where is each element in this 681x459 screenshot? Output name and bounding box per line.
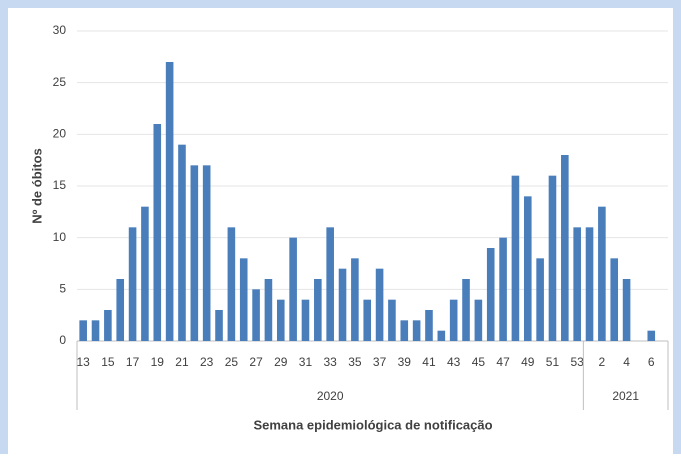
bar <box>536 258 544 341</box>
x-tick-label: 13 <box>76 355 90 369</box>
chart-area <box>8 8 673 454</box>
bar <box>227 227 236 341</box>
bar <box>462 279 470 341</box>
bar <box>202 165 211 341</box>
bar <box>548 175 557 341</box>
y-tick-label: 0 <box>59 333 66 347</box>
bar <box>622 279 631 341</box>
x-tick-label: 15 <box>101 355 115 369</box>
bar <box>215 310 223 341</box>
x-tick-label: 51 <box>546 355 560 369</box>
x-tick-label: 2 <box>599 355 606 369</box>
group-label: 2020 <box>317 389 344 403</box>
bar <box>239 258 248 341</box>
y-tick-label: 30 <box>53 23 67 37</box>
x-tick-label: 35 <box>348 355 362 369</box>
x-tick-label: 47 <box>496 355 510 369</box>
bar <box>573 227 581 341</box>
bar <box>598 206 606 341</box>
x-tick-label: 43 <box>447 355 461 369</box>
bar <box>375 268 384 341</box>
y-tick-label: 25 <box>53 75 67 89</box>
bar <box>561 155 569 341</box>
bar <box>141 206 149 341</box>
bar <box>165 62 174 341</box>
x-tick-label: 45 <box>472 355 486 369</box>
x-tick-label: 49 <box>521 355 535 369</box>
x-tick-label: 4 <box>623 355 630 369</box>
y-axis-title: Nº de óbitos <box>29 148 44 224</box>
y-tick-label: 20 <box>53 127 67 141</box>
bar <box>425 310 433 341</box>
group-label: 2021 <box>612 389 639 403</box>
bar <box>400 320 409 341</box>
bar <box>338 268 347 341</box>
x-tick-label: 29 <box>274 355 288 369</box>
bar <box>610 258 619 341</box>
bar <box>437 330 446 341</box>
bar <box>326 227 334 341</box>
bar <box>301 299 310 341</box>
bar <box>79 320 87 341</box>
bar <box>252 289 260 341</box>
bar <box>511 175 520 341</box>
y-tick-label: 5 <box>59 282 66 296</box>
bar <box>388 299 396 341</box>
x-tick-label: 39 <box>398 355 412 369</box>
x-tick-label: 17 <box>126 355 140 369</box>
x-tick-label: 37 <box>373 355 387 369</box>
x-tick-label: 31 <box>299 355 313 369</box>
bar <box>363 299 372 341</box>
y-tick-label: 15 <box>53 178 67 192</box>
x-tick-label: 6 <box>648 355 655 369</box>
y-tick-label: 10 <box>53 230 67 244</box>
bar <box>190 165 199 341</box>
bar <box>499 237 507 341</box>
bar <box>412 320 421 341</box>
bar <box>647 330 656 341</box>
x-tick-label: 19 <box>151 355 165 369</box>
x-tick-label: 27 <box>249 355 263 369</box>
x-tick-label: 21 <box>175 355 189 369</box>
bar <box>474 299 483 341</box>
x-tick-label: 41 <box>422 355 436 369</box>
bar <box>153 124 162 341</box>
bar <box>116 279 125 341</box>
bar <box>523 196 532 341</box>
bar <box>276 299 285 341</box>
bar <box>178 144 186 341</box>
bar <box>264 279 273 341</box>
bar <box>486 248 495 341</box>
x-axis-title: Semana epidemiológica de notificação <box>253 417 492 432</box>
bar <box>351 258 359 341</box>
bar <box>104 310 112 341</box>
bar <box>585 227 594 341</box>
x-tick-label: 23 <box>200 355 214 369</box>
x-tick-label: 33 <box>323 355 337 369</box>
bar <box>314 279 322 341</box>
bar <box>128 227 137 341</box>
x-tick-label: 53 <box>570 355 584 369</box>
bar <box>449 299 458 341</box>
bar <box>91 320 100 341</box>
x-tick-label: 25 <box>225 355 239 369</box>
bar <box>289 237 297 341</box>
